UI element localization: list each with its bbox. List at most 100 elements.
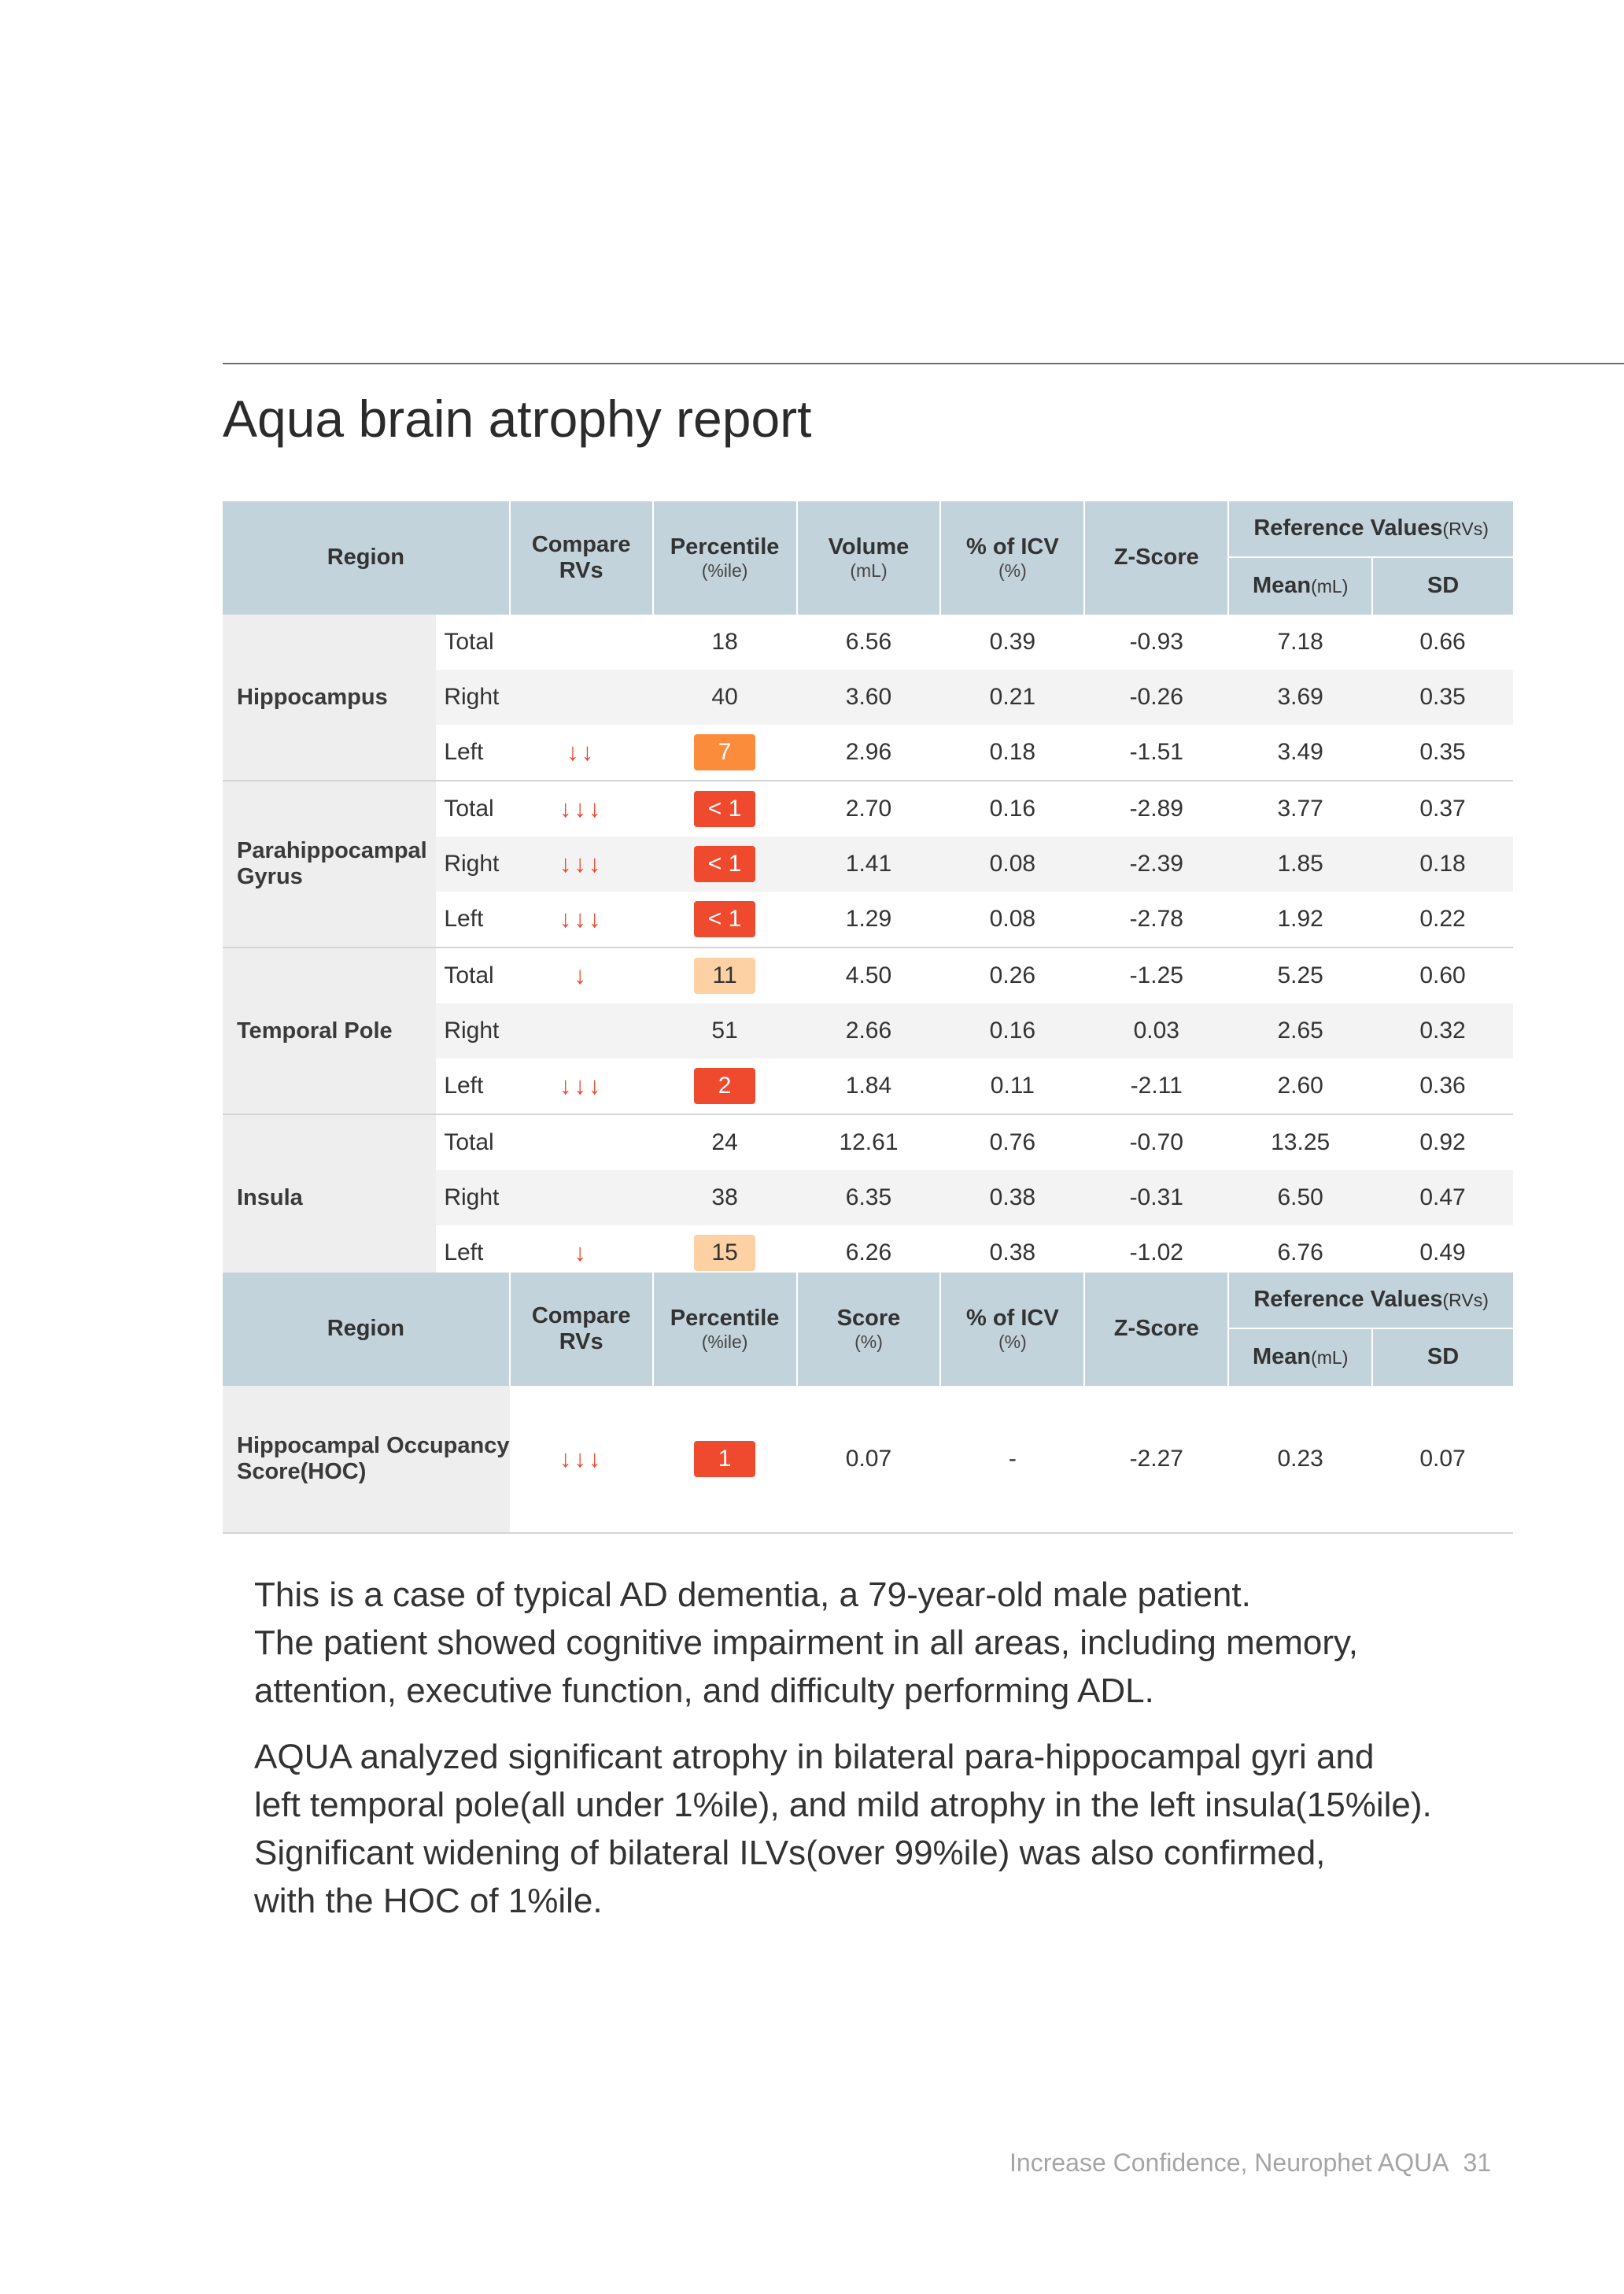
compare-arrows: ↓↓↓ <box>509 1386 653 1534</box>
percentile-cell: 7 <box>652 725 797 781</box>
percentile-badge: 2 <box>694 1068 756 1104</box>
percentile-cell: 18 <box>711 629 738 655</box>
side-label: Total <box>444 796 494 822</box>
sd-cell: 0.92 <box>1419 1129 1466 1155</box>
side-label: Left <box>436 725 510 781</box>
zscore-cell: -1.25 <box>1129 962 1183 988</box>
sd-cell: 0.32 <box>1372 1003 1513 1058</box>
zscore-cell: -1.51 <box>1084 725 1229 781</box>
volume-cell: 4.50 <box>845 962 892 988</box>
mean-cell: 7.18 <box>1277 629 1323 655</box>
percentile-badge: 1 <box>694 1441 756 1477</box>
percentile-cell: 51 <box>652 1003 797 1058</box>
percentile-badge: < 1 <box>694 846 756 882</box>
header-icv: % of ICV (%) <box>940 501 1086 615</box>
table-row: Parahippocampal Gyrus Total ↓↓↓ < 1 2.70 0.16… <box>223 781 1513 948</box>
table-row: Left ↓↓ 7 2.96 0.18 -1.51 3.49 0.35 <box>223 725 1513 781</box>
compare-arrows: ↓↓ <box>509 725 653 781</box>
mean-cell: 1.85 <box>1228 837 1373 892</box>
header-percentile: Percentile (%ile) <box>652 501 798 615</box>
table-row: Right 38 6.35 0.38 -0.31 6.50 0.47 <box>223 1170 1513 1225</box>
compare-arrows <box>510 615 653 670</box>
sd-cell: 0.07 <box>1372 1386 1513 1534</box>
page-title: Aqua brain atrophy report <box>223 390 812 448</box>
icv-cell: 0.39 <box>989 629 1036 655</box>
top-divider <box>223 363 1624 364</box>
zscore-cell: -0.26 <box>1084 670 1229 725</box>
icv-cell: 0.21 <box>940 670 1085 725</box>
percentile-cell: 38 <box>652 1170 797 1225</box>
volume-cell: 12.61 <box>839 1129 899 1155</box>
percentile-cell: < 1 <box>652 837 797 892</box>
table-row: Right ↓↓↓ < 1 1.41 0.08 -2.39 1.85 0.18 <box>223 837 1513 892</box>
compare-arrows <box>509 670 653 725</box>
icv-cell: - <box>940 1386 1085 1534</box>
side-label: Right <box>436 837 510 892</box>
percentile-badge: < 1 <box>694 791 756 827</box>
side-label: Left <box>436 892 510 948</box>
compare-arrows: ↓↓↓ <box>559 795 603 822</box>
header-sd: SD <box>1372 556 1513 615</box>
header-reference-values: Reference Values(RVs) <box>1228 501 1513 557</box>
compare-arrows: ↓↓↓ <box>509 1058 653 1115</box>
header-sd: SD <box>1372 1328 1513 1386</box>
table-row: Right 40 3.60 0.21 -0.26 3.69 0.35 <box>223 670 1513 725</box>
mean-cell: 1.92 <box>1228 892 1373 948</box>
sd-cell: 0.22 <box>1372 892 1513 948</box>
percentile-cell: 24 <box>711 1129 738 1155</box>
zscore-cell: -2.27 <box>1084 1386 1229 1534</box>
zscore-cell: -0.93 <box>1129 629 1183 655</box>
percentile-cell: < 1 <box>652 892 797 948</box>
header-compare: Compare RVs <box>509 1273 654 1386</box>
table-row: Temporal Pole Total ↓ 11 4.50 0.26 -1.25 5.25 0.… <box>223 948 1513 1115</box>
volume-cell: 1.41 <box>796 837 941 892</box>
page-number: 31 <box>1463 2148 1492 2177</box>
percentile-badge: 7 <box>694 734 756 770</box>
percentile-cell: 2 <box>652 1058 797 1115</box>
mean-cell: 2.60 <box>1228 1058 1373 1115</box>
zscore-cell: -2.78 <box>1084 892 1229 948</box>
sd-cell: 0.36 <box>1372 1058 1513 1115</box>
side-label: Total <box>444 1129 494 1155</box>
header-score: Score (%) <box>796 1273 942 1386</box>
mean-cell: 2.65 <box>1228 1003 1373 1058</box>
zscore-cell: -0.31 <box>1084 1170 1229 1225</box>
header-region: Region <box>223 501 511 615</box>
header-mean: Mean(mL) <box>1228 1328 1374 1386</box>
zscore-cell: -2.39 <box>1084 837 1229 892</box>
header-volume: Volume (mL) <box>796 501 942 615</box>
compare-arrows: ↓↓↓ <box>509 892 653 948</box>
case-description: This is a case of typical AD dementia, a… <box>254 1576 1358 1710</box>
side-label: Left <box>436 1058 510 1115</box>
icv-cell: 0.38 <box>940 1170 1085 1225</box>
header-percentile: Percentile (%ile) <box>652 1273 798 1386</box>
compare-arrows <box>510 1114 653 1170</box>
volume-cell: 3.60 <box>796 670 941 725</box>
table-row: Hippocampus Total 18 6.56 0.39 -0.93 7.18 0.66 <box>223 615 1513 781</box>
page-footer: Increase Confidence, Neurophet AQUA 31 <box>1009 2148 1491 2178</box>
icv-cell: 0.76 <box>989 1129 1036 1155</box>
atrophy-table: Region Compare RVs Percentile (%ile) Volum… <box>223 501 1513 1282</box>
mean-cell: 3.49 <box>1228 725 1373 781</box>
region-label: Hippocampus <box>223 615 437 781</box>
header-compare: Compare RVs <box>509 501 654 615</box>
mean-cell: 3.69 <box>1228 670 1373 725</box>
percentile-badge: 11 <box>694 958 756 994</box>
icv-cell: 0.18 <box>940 725 1085 781</box>
volume-cell: 2.66 <box>796 1003 941 1058</box>
hoc-table: Region Compare RVs Percentile (%ile) Score… <box>223 1273 1513 1534</box>
sd-cell: 0.66 <box>1419 629 1466 655</box>
side-label: Right <box>436 1003 510 1058</box>
sd-cell: 0.37 <box>1419 796 1466 822</box>
icv-cell: 0.08 <box>940 837 1085 892</box>
mean-cell: 6.50 <box>1228 1170 1373 1225</box>
zscore-cell: -0.70 <box>1129 1129 1183 1155</box>
header-mean: Mean(mL) <box>1228 556 1374 615</box>
icv-cell: 0.11 <box>940 1058 1085 1115</box>
mean-cell: 3.77 <box>1277 796 1323 822</box>
score-cell: 0.07 <box>796 1386 941 1534</box>
mean-cell: 5.25 <box>1277 962 1323 988</box>
volume-cell: 1.84 <box>796 1058 941 1115</box>
header-zscore: Z-Score <box>1084 1273 1230 1386</box>
icv-cell: 0.08 <box>940 892 1085 948</box>
